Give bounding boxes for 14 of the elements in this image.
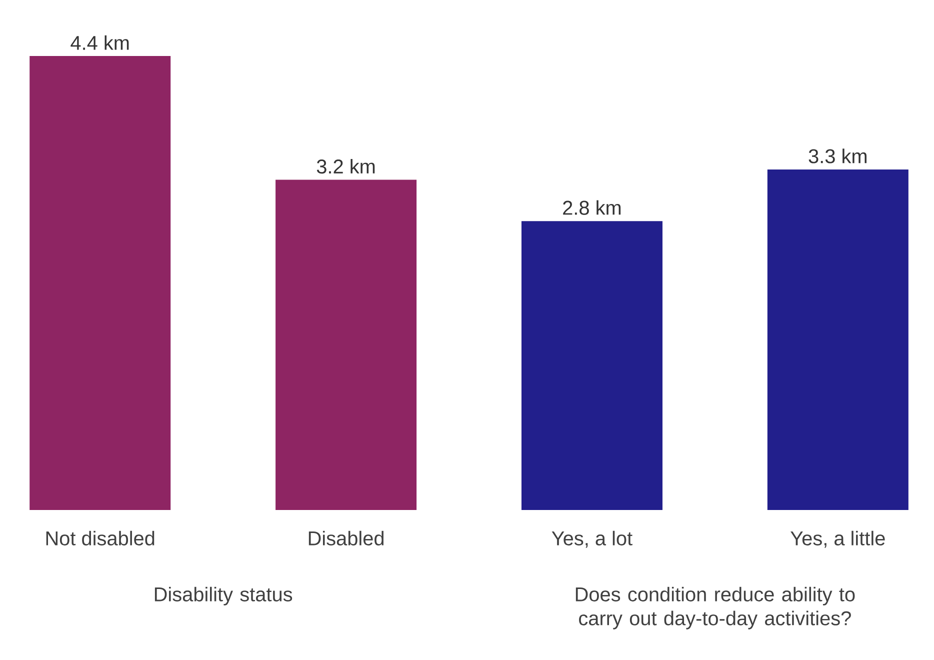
data-label: 4.4 km: [70, 35, 129, 50]
x-tick-label: Yes, a little: [790, 530, 885, 548]
text: Does condition reduce ability to carry out day-to-day activities?: [576, 586, 855, 630]
data-label: 2.8 km: [563, 200, 621, 215]
text: Disability status: [154, 586, 292, 606]
x-tick-label: Disabled: [308, 530, 384, 546]
x-tick-label: Not disabled: [46, 530, 154, 546]
bar: [767, 169, 908, 510]
data-label: 3.2 km: [316, 158, 375, 174]
data-label: 3.3 km: [808, 148, 866, 164]
bar: [276, 180, 417, 510]
x-tick-label: Yes, a lot: [552, 530, 632, 548]
bar: [521, 221, 662, 510]
bar: [30, 56, 171, 510]
